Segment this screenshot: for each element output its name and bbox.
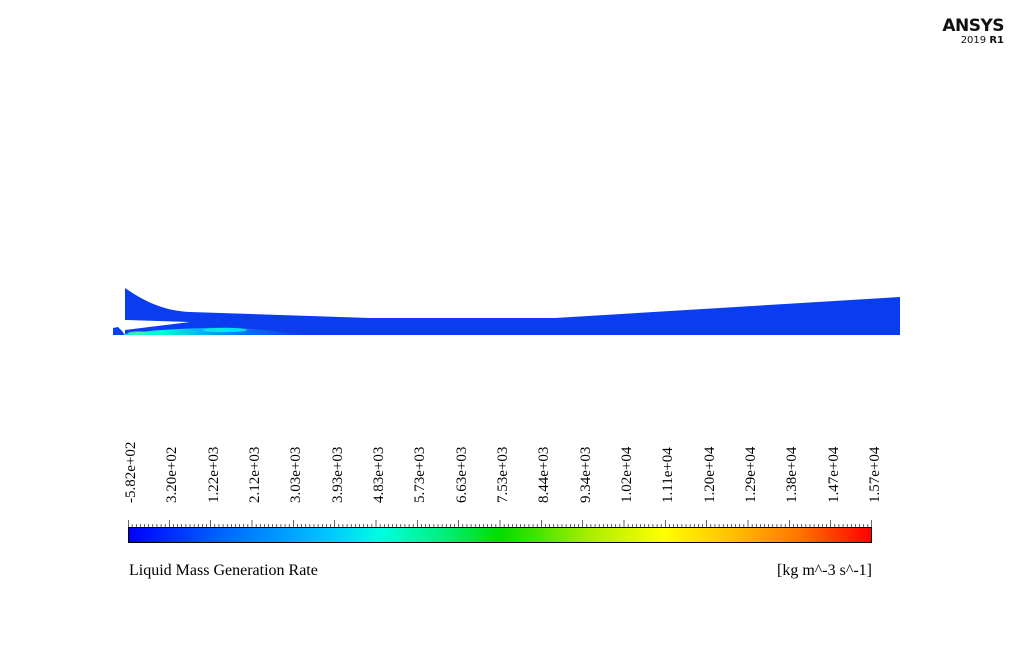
colorbar-tick-label-text: 3.93e+03 <box>329 446 346 503</box>
version-year: 2019 <box>960 35 987 46</box>
colorbar-tick-label-text: 4.83e+03 <box>371 446 387 503</box>
colorbar-tick-label-text: 1.47e+04 <box>825 446 842 503</box>
jet-hotspot-near-inlet <box>128 331 148 335</box>
colorbar-tick-label-text: 5.73e+03 <box>412 446 429 503</box>
colorbar-variable-label: Liquid Mass Generation Rate <box>129 562 318 579</box>
colorbar-tick-label-text: 8.44e+03 <box>536 446 553 503</box>
colorbar-tick-label-text: 1.20e+04 <box>701 446 718 503</box>
colorbar-tick-label-text: 6.63e+03 <box>453 446 470 503</box>
ansys-logo: ANSYS 2019 R1 <box>942 18 1004 47</box>
colorbar-tick-label-text: -5.82e+02 <box>123 441 139 503</box>
colorbar-tick-label-text: 1.02e+04 <box>619 446 635 503</box>
colorbar-tick-label-text: 1.38e+04 <box>784 446 801 503</box>
ansys-version: 2019 R1 <box>942 35 1004 47</box>
colorbar <box>128 527 872 543</box>
colorbar-tick-label-text: 1.22e+03 <box>205 446 222 503</box>
version-release: R1 <box>989 35 1004 46</box>
colorbar-tick-label-text: 2.12e+03 <box>247 446 263 503</box>
colorbar-tick-label-text: 3.20e+02 <box>164 446 181 503</box>
colorbar-tick-label-text: 1.29e+04 <box>743 446 759 503</box>
colorbar-units-label: [kg m^-3 s^-1] <box>777 562 872 579</box>
colorbar-tick-label-text: 1.11e+04 <box>660 447 677 503</box>
colorbar-tick-label-text: 7.53e+03 <box>495 446 511 503</box>
inlet-step <box>113 327 125 335</box>
colorbar-tick-label-text: 9.34e+03 <box>577 446 594 503</box>
colorbar-tick-label-text: 1.57e+04 <box>867 446 883 503</box>
jet-hotspot <box>203 327 247 333</box>
ansys-brand-text: ANSYS <box>942 16 1004 36</box>
colorbar-tick-label-text: 3.03e+03 <box>288 446 305 503</box>
nozzle-domain-body <box>125 288 900 335</box>
